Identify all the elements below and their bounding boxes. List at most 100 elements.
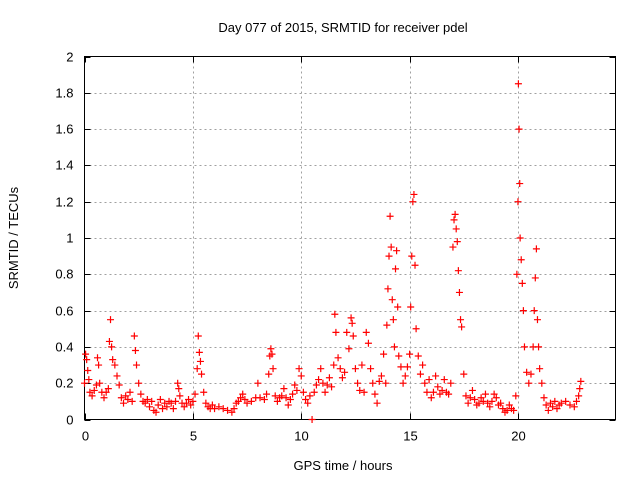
data-point (375, 377, 383, 385)
data-point (380, 350, 388, 358)
data-point (96, 379, 104, 387)
data-point (124, 396, 132, 404)
data-point (90, 386, 98, 394)
x-tick-label: 20 (511, 429, 525, 444)
data-point (319, 379, 327, 387)
axis-ticks: 00.20.40.60.811.21.41.61.820 5 10 15 20 (55, 50, 616, 444)
data-point (367, 365, 375, 373)
data-point (434, 383, 442, 391)
y-tick-label: 2 (66, 50, 73, 65)
data-point (126, 388, 134, 396)
data-point (466, 394, 474, 402)
grid (84, 56, 616, 420)
data-point (510, 406, 518, 414)
data-points (81, 80, 585, 423)
data-point (401, 372, 409, 380)
data-point (243, 399, 251, 407)
data-point (289, 390, 297, 398)
data-point (280, 385, 288, 393)
data-point (82, 350, 90, 358)
y-tick-label: 1 (66, 231, 73, 246)
y-tick-label: 0.6 (55, 304, 73, 319)
y-tick-label: 1.4 (55, 158, 73, 173)
data-point (411, 261, 419, 269)
data-point (497, 399, 505, 407)
data-point (331, 310, 339, 318)
data-point (530, 307, 538, 315)
data-point (215, 403, 223, 411)
data-point (336, 365, 344, 373)
y-tick-label: 0.8 (55, 267, 73, 282)
data-point (533, 316, 541, 324)
data-point (425, 376, 433, 384)
data-point (540, 394, 548, 402)
data-point (393, 247, 401, 255)
data-point (373, 399, 381, 407)
data-point (185, 396, 193, 404)
data-point (451, 210, 459, 218)
data-point (369, 379, 377, 387)
data-point (202, 399, 210, 407)
data-point (284, 401, 292, 409)
data-point (572, 397, 580, 405)
data-point (174, 379, 182, 387)
data-point (385, 252, 393, 260)
data-point (553, 405, 561, 413)
data-point (180, 403, 188, 411)
data-point (542, 401, 550, 409)
y-tick-label: 1.8 (55, 86, 73, 101)
data-point (310, 388, 318, 396)
data-point (407, 303, 415, 311)
data-point (341, 368, 349, 376)
data-point (111, 361, 119, 369)
data-point (141, 399, 149, 407)
data-point (516, 180, 524, 188)
data-point (412, 325, 420, 333)
data-point (475, 399, 483, 407)
x-tick-label: 5 (190, 429, 197, 444)
data-point (455, 288, 463, 296)
data-point (562, 397, 570, 405)
data-point (200, 388, 208, 396)
data-point (84, 366, 92, 374)
data-point (481, 390, 489, 398)
data-point (358, 361, 366, 369)
data-point (330, 361, 338, 369)
data-point (107, 316, 115, 324)
data-point (120, 399, 128, 407)
data-point (163, 403, 171, 411)
data-point (302, 396, 310, 404)
data-point (536, 365, 544, 373)
data-point (356, 386, 364, 394)
data-point (299, 388, 307, 396)
data-point (271, 392, 279, 400)
data-point (383, 321, 391, 329)
data-point (566, 401, 574, 409)
data-point (137, 390, 145, 398)
data-point (389, 316, 397, 324)
data-point (477, 394, 485, 402)
data-point (432, 372, 440, 380)
data-point (513, 270, 521, 278)
data-point (520, 343, 528, 351)
y-tick-label: 1.6 (55, 122, 73, 137)
data-point (438, 386, 446, 394)
data-point (514, 198, 522, 206)
data-point (102, 388, 110, 396)
data-point (343, 328, 351, 336)
data-point (315, 376, 323, 384)
data-point (458, 323, 466, 331)
data-point (256, 394, 264, 402)
data-point (447, 379, 455, 387)
data-point (115, 381, 123, 389)
data-point (551, 397, 559, 405)
data-point (109, 356, 117, 364)
data-point (403, 363, 411, 371)
data-point (531, 274, 539, 282)
data-point (450, 216, 458, 224)
data-point (297, 372, 305, 380)
data-point (328, 383, 336, 391)
data-point (195, 348, 203, 356)
data-point (88, 392, 96, 400)
data-point (427, 394, 435, 402)
